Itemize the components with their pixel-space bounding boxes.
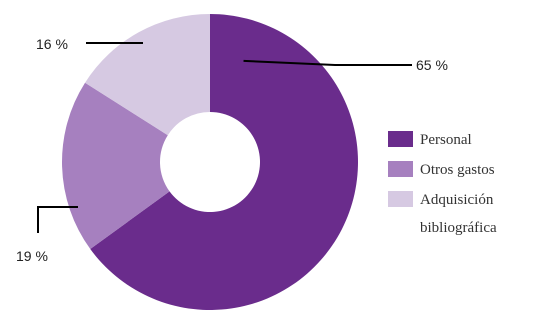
slice-adquisici-n-bibliogr-fica [85, 14, 210, 136]
slice-label-personal: 65 % [416, 57, 448, 73]
leader-line-otros-gastos [37, 206, 78, 233]
leader-lines-group [37, 42, 412, 233]
slice-labels-group: 65 % 19 % 16 % [16, 36, 448, 264]
legend-label-2-line-1: bibliográfica [420, 220, 497, 236]
legend-label-2: Adquisición [420, 192, 494, 208]
slice-personal [90, 14, 359, 310]
slice-label-adquisicion: 16 % [36, 36, 68, 52]
legend-label-1: Otros gastos [420, 162, 495, 178]
legend-swatch-0 [388, 131, 413, 147]
slice-otros-gastos [62, 82, 170, 249]
leader-line-personal [243, 59, 412, 66]
slices-group [62, 14, 359, 310]
legend-swatch-2 [388, 191, 413, 207]
legend-swatch-1 [388, 161, 413, 177]
legend-label-0: Personal [420, 132, 472, 148]
legend: Personal Otros gastos Adquisición bibliográ… [388, 131, 497, 236]
slice-label-otros-gastos: 19 % [16, 248, 48, 264]
